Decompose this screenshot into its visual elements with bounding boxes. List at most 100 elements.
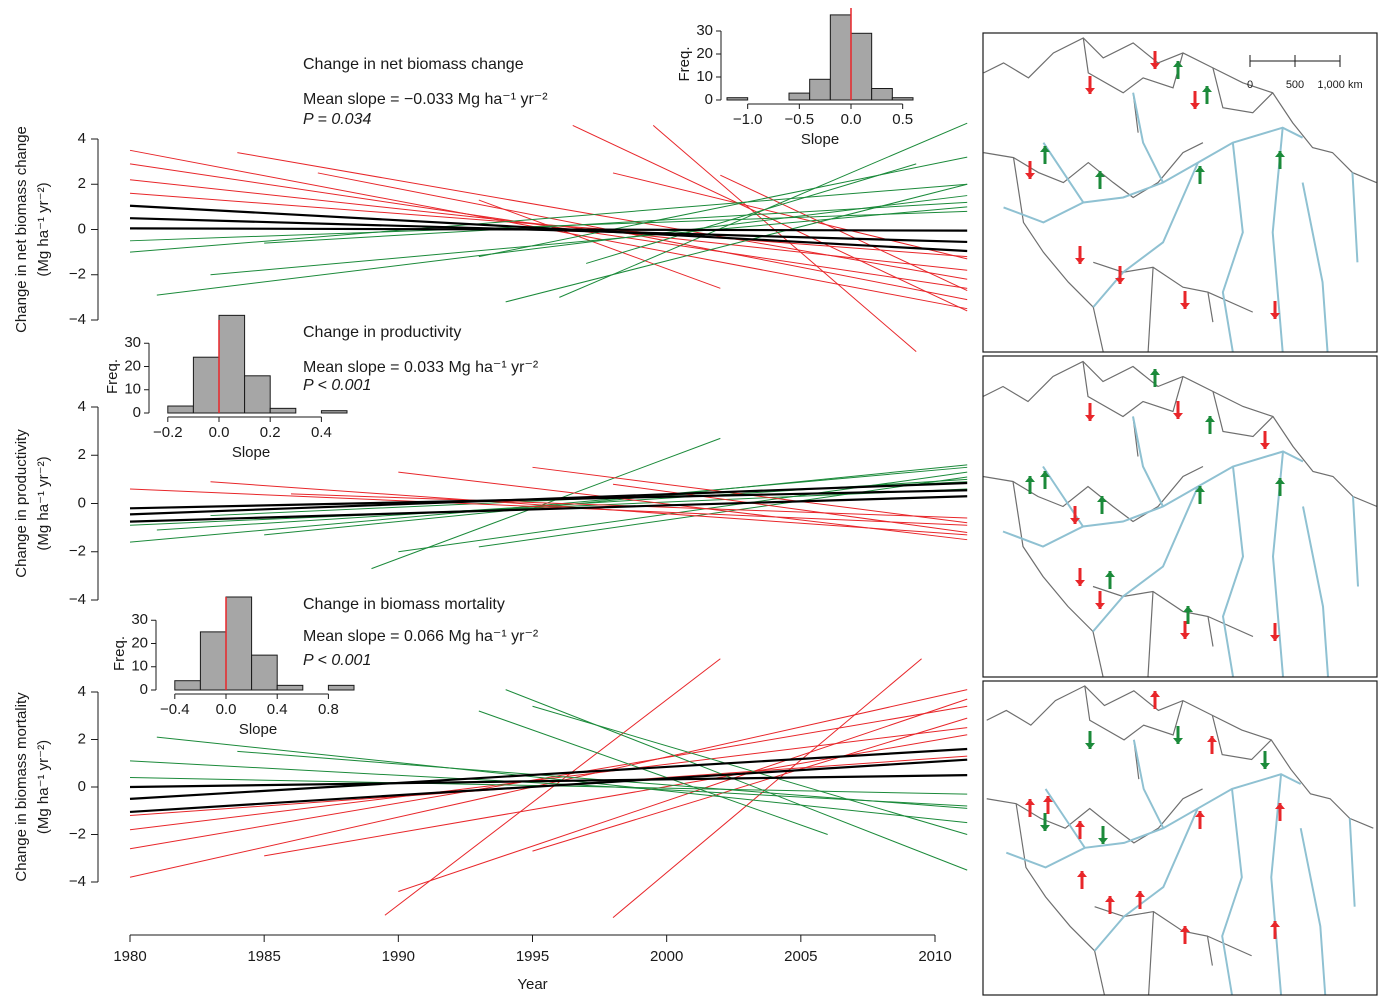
trend-line <box>398 471 968 553</box>
site-arrowhead <box>1040 146 1050 152</box>
trend-line <box>586 163 917 264</box>
trend-line <box>478 156 968 258</box>
y-axis-title: Change in net biomass change <box>13 126 30 333</box>
x-tick-label: 2005 <box>784 948 817 965</box>
y-tick-label: −2 <box>69 266 86 283</box>
trend-line <box>237 152 968 280</box>
trend-line <box>612 172 968 260</box>
site-arrowhead <box>1040 825 1050 831</box>
hist-y-title: Freq. <box>111 636 128 671</box>
p-value: P < 0.001 <box>303 652 371 669</box>
trend-line <box>505 689 968 871</box>
hist-bar <box>788 92 811 101</box>
site-arrowhead <box>1270 313 1280 319</box>
site-arrowhead <box>1150 369 1160 375</box>
hist-bar <box>891 97 914 101</box>
hist-x-tick-label: 0.0 <box>841 111 862 128</box>
hist-bar <box>809 78 831 101</box>
hist-x-tick-label: 0.4 <box>311 424 332 441</box>
trend-line <box>478 710 828 835</box>
trend-line <box>652 125 917 353</box>
site-arrowhead <box>1150 691 1160 697</box>
p-value: P < 0.001 <box>303 377 371 394</box>
trend-line <box>129 227 968 232</box>
site-arrowhead <box>1195 166 1205 172</box>
hist-y-tick-label: 30 <box>696 22 713 39</box>
y-tick-label: 2 <box>78 175 86 192</box>
hist-bar <box>167 405 194 414</box>
trend-line <box>264 734 968 857</box>
hist-y-tick-label: 30 <box>124 334 141 351</box>
hist-y-tick-label: 10 <box>696 68 713 85</box>
site-arrowhead <box>1070 518 1080 524</box>
trend-line <box>264 464 968 536</box>
x-tick-label: 2000 <box>650 948 683 965</box>
y-axis-title: (Mg ha⁻¹ yr⁻²) <box>35 182 52 276</box>
site-arrowhead <box>1260 763 1270 769</box>
hist-y-title: Freq. <box>676 46 693 81</box>
site-arrowhead <box>1207 736 1217 742</box>
hist-x-tick-label: 0.5 <box>892 111 913 128</box>
site-arrowhead <box>1075 580 1085 586</box>
trend-line <box>720 174 968 292</box>
hist-y-tick-label: 10 <box>124 381 141 398</box>
hist-y-title: Freq. <box>104 359 121 394</box>
scale-label: 1,000 km <box>1317 79 1362 91</box>
panel-title: Change in productivity <box>303 324 461 341</box>
mean-slope: Mean slope = 0.033 Mg ha⁻¹ yr⁻² <box>303 359 539 376</box>
x-tick-label: 1990 <box>382 948 415 965</box>
site-arrowhead <box>1075 258 1085 264</box>
plot-area <box>129 122 968 919</box>
hist-bar <box>276 684 304 691</box>
site-arrowhead <box>1105 571 1115 577</box>
panel-title: Change in net biomass change <box>303 56 524 73</box>
hist-y-tick-label: 10 <box>131 658 148 675</box>
trend-line <box>478 199 721 289</box>
hist-x-title: Slope <box>239 721 277 738</box>
scale-label: 500 <box>1286 79 1304 91</box>
trend-line <box>129 705 968 850</box>
trend-line <box>129 774 968 789</box>
trend-line <box>478 476 968 548</box>
site-arrowhead <box>1275 478 1285 484</box>
hist-y-tick-label: 30 <box>131 611 148 628</box>
y-tick-label: −2 <box>69 543 86 560</box>
y-tick-label: 0 <box>78 220 86 237</box>
y-tick-label: −4 <box>69 591 86 608</box>
hist-bar <box>871 88 893 101</box>
hist-bar <box>218 314 246 414</box>
x-tick-label: 1980 <box>113 948 146 965</box>
site-arrowhead <box>1183 606 1193 612</box>
hist-bar <box>225 596 253 691</box>
p-value: P = 0.034 <box>303 111 371 128</box>
site-arrowhead <box>1077 871 1087 877</box>
trend-line <box>612 658 922 919</box>
site-arrowhead <box>1085 415 1095 421</box>
hist-x-tick-label: 0.0 <box>209 424 230 441</box>
site-arrowhead <box>1260 443 1270 449</box>
site-arrowhead <box>1275 803 1285 809</box>
hist-x-title: Slope <box>232 444 270 461</box>
site-arrowhead <box>1173 413 1183 419</box>
trend-line <box>129 758 968 814</box>
trend-line <box>532 705 968 835</box>
hist-y-tick-label: 0 <box>140 681 148 698</box>
hist-bar <box>726 97 749 101</box>
site-arrowhead <box>1202 86 1212 92</box>
trend-line <box>129 204 968 253</box>
trend-line <box>156 195 968 296</box>
y-tick-label: −2 <box>69 825 86 842</box>
site-arrowhead <box>1195 486 1205 492</box>
map-frame <box>982 680 1378 996</box>
trend-line <box>398 698 968 892</box>
site-arrowhead <box>1173 738 1183 744</box>
site-arrowhead <box>1195 811 1205 817</box>
hist-x-tick-label: 0.8 <box>318 701 339 718</box>
map-frame <box>982 32 1378 353</box>
site-arrowhead <box>1040 471 1050 477</box>
y-tick-label: 4 <box>78 683 86 700</box>
hist-bar <box>251 654 278 691</box>
trend-line <box>129 747 968 800</box>
